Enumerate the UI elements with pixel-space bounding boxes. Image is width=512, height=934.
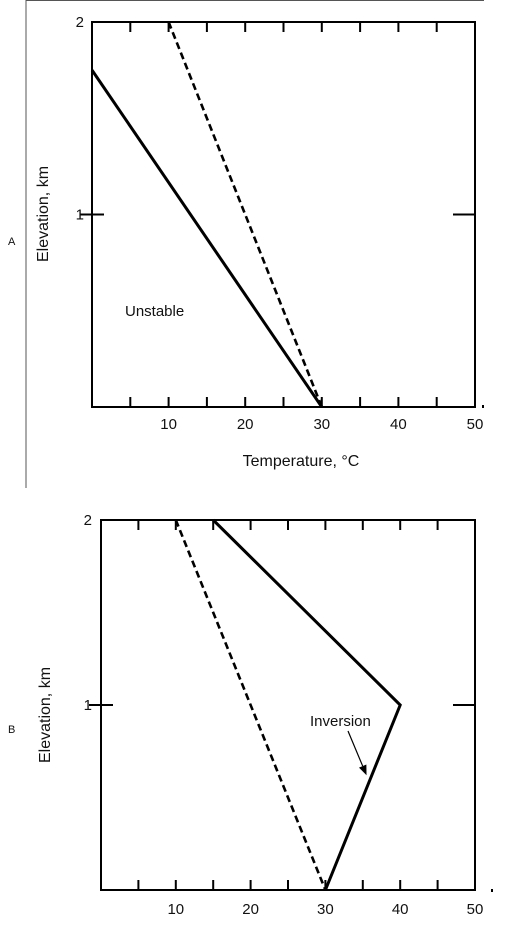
y-tick-labels-a: 12 <box>76 14 84 224</box>
x-tick-label: 50 <box>467 416 484 433</box>
x-tick-label: 30 <box>313 416 330 433</box>
series-layer-b <box>174 518 402 891</box>
series-layer-a <box>90 21 324 408</box>
plot-frame-b <box>100 519 476 891</box>
axis-ticks-b <box>89 520 475 890</box>
annotation-unstable: Unstable <box>125 303 184 320</box>
x-tick-label: 20 <box>237 416 254 433</box>
x-tick-label: 10 <box>167 901 184 918</box>
annotation-arrow-head <box>358 764 367 776</box>
x-tick-label: 20 <box>242 901 259 918</box>
y-tick-label: 2 <box>84 512 92 529</box>
series-line-solid <box>90 69 324 408</box>
annotation-arrow-line <box>347 730 364 767</box>
y-tick-label: 1 <box>84 697 92 714</box>
y-axis-title-b: Elevation, km <box>37 667 54 763</box>
corner-mark-b <box>491 889 493 892</box>
y-tick-labels-b: 12 <box>84 512 92 714</box>
y-tick-label: 2 <box>76 14 84 31</box>
annotation-inversion: Inversion <box>310 713 371 730</box>
x-tick-label: 40 <box>390 416 407 433</box>
x-tick-label: 40 <box>392 901 409 918</box>
chart-b: B 10 20 30 40 50 12 Elevation, km Inversion <box>8 512 493 918</box>
x-axis-title-a: Temperature, °C <box>243 453 360 470</box>
series-line-dashed <box>174 519 327 891</box>
x-tick-labels-a: 10 20 30 40 50 <box>160 416 483 433</box>
series-line-solid <box>212 518 402 891</box>
series-line-dashed <box>167 21 324 408</box>
y-tick-label: 1 <box>76 207 84 224</box>
x-tick-label: 10 <box>160 416 177 433</box>
x-tick-labels-b: 10 20 30 40 50 <box>167 901 483 918</box>
axis-ticks-a <box>80 22 475 407</box>
panel-label-b: B <box>8 724 15 736</box>
y-axis-title-a: Elevation, km <box>35 166 52 262</box>
x-tick-label: 30 <box>317 901 334 918</box>
corner-mark-a <box>482 405 484 408</box>
x-tick-label: 50 <box>467 901 484 918</box>
chart-a: A 10 20 30 40 50 12 Temperature, °C Elevatio… <box>8 14 484 470</box>
panel-label-a: A <box>8 236 16 248</box>
